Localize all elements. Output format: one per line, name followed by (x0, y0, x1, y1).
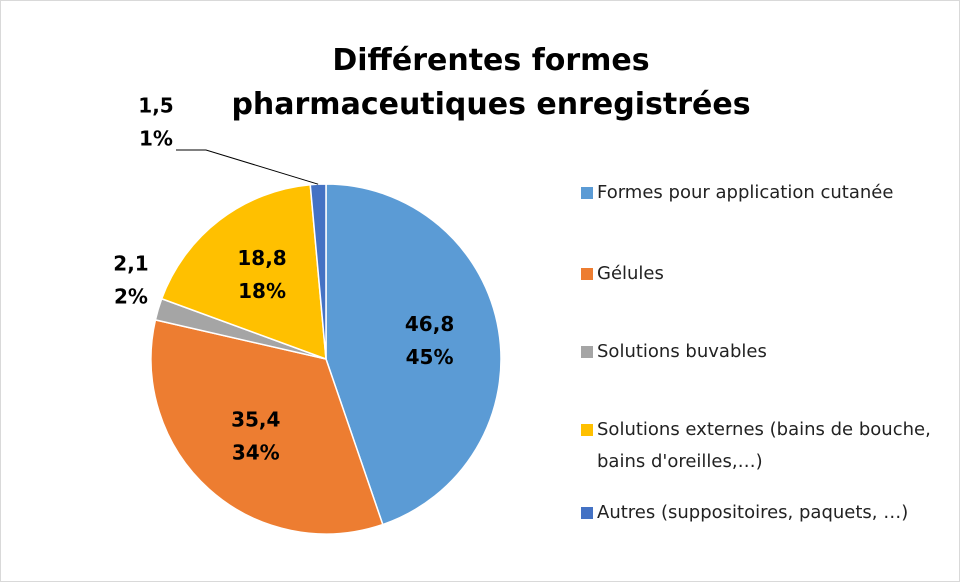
pie-slice (150, 319, 384, 535)
pie-slice (160, 183, 327, 361)
legend-swatch (581, 187, 593, 199)
legend-item: Autres (suppositoires, paquets, …) (581, 497, 951, 529)
legend-label: Solutions buvables (597, 341, 767, 362)
legend-label: Solutions externes (bains de bouche, bai… (597, 419, 931, 472)
legend-label: Formes pour application cutanée (597, 182, 894, 203)
legend-swatch (581, 424, 593, 436)
leader-line (176, 149, 319, 185)
legend-label: Autres (suppositoires, paquets, …) (597, 502, 909, 523)
legend-swatch (581, 507, 593, 519)
data-label: 1,5 (138, 94, 173, 118)
legend-item: Solutions externes (bains de bouche, bai… (581, 414, 951, 478)
percent-label: 18% (238, 279, 286, 303)
pie-slice (325, 183, 502, 526)
data-label: 46,8 (405, 312, 454, 336)
legend-item: Formes pour application cutanée (581, 177, 951, 209)
legend-label: Gélules (597, 263, 664, 284)
data-label: 18,8 (237, 246, 286, 270)
data-label: 2,1 (113, 252, 148, 276)
legend-item: Solutions buvables (581, 336, 951, 368)
data-label: 35,4 (231, 408, 280, 432)
legend-swatch (581, 268, 593, 280)
chart-title: Différentes formes pharmaceutiques enreg… (231, 43, 751, 122)
legend-item: Gélules (581, 258, 951, 290)
percent-label: 1% (139, 127, 173, 151)
percent-label: 34% (232, 441, 280, 465)
legend-swatch (581, 346, 593, 358)
percent-label: 2% (114, 285, 148, 309)
percent-label: 45% (406, 345, 454, 369)
